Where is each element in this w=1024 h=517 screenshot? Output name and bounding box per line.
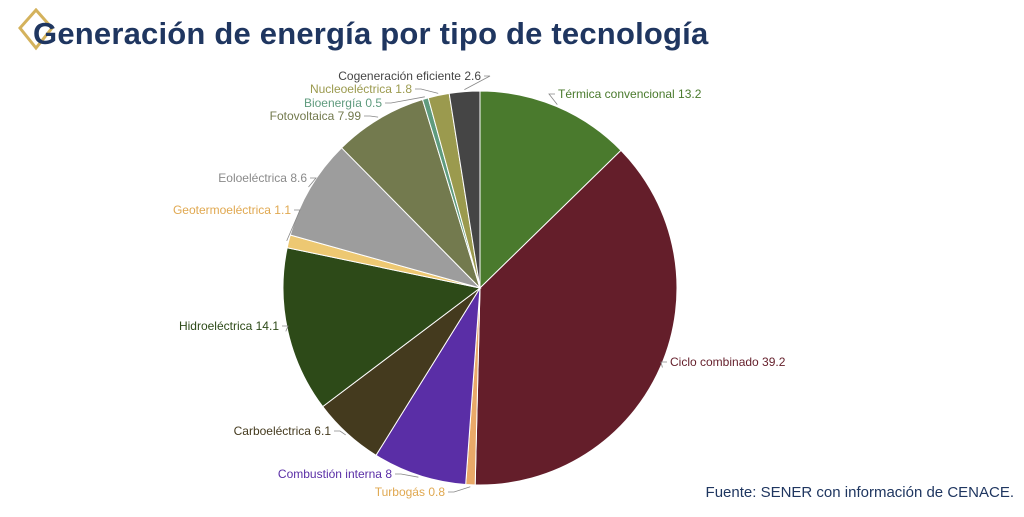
slice-label-nucleoelectrica: Nucleoeléctrica 1.8: [310, 82, 412, 96]
pie-slices: [282, 90, 678, 486]
slice-labels: Térmica convencional 13.2 Ciclo combinado…: [173, 69, 786, 499]
leader-line-termica-convencional: [548, 93, 558, 105]
slice-label-cogeneracion-eficiente: Cogeneración eficiente 2.6: [338, 69, 481, 83]
pie-slice-hidroelectrica: [282, 247, 482, 408]
diamond-logo-icon: [18, 8, 54, 51]
pie-slice-combustion-interna: [375, 287, 481, 486]
pie-slice-eoloelectrica: [289, 147, 482, 289]
leader-line-turbogas: [448, 486, 471, 493]
page-title: Generación de energía por tipo de tecnol…: [33, 16, 709, 51]
slice-label-carboelectrica: Carboeléctrica 6.1: [234, 424, 332, 438]
pie-slice-ciclo-combinado: [474, 149, 678, 486]
pie-slice-termica-convencional: [479, 90, 622, 290]
leader-line-bioenergia: [385, 96, 425, 104]
pie-slice-cogeneracion-eficiente: [448, 90, 481, 289]
slice-label-hidroelectrica: Hidroeléctrica 14.1: [179, 319, 279, 333]
slice-label-geotermoelectrica: Geotermoeléctrica 1.1: [173, 203, 291, 217]
leader-line-eoloelectrica: [308, 177, 317, 188]
slice-label-bioenergia: Bioenergía 0.5: [304, 96, 382, 110]
leader-line-carboelectrica: [334, 430, 346, 436]
pie-slice-fotovoltaica: [340, 98, 481, 289]
leader-line-cogeneracion-eficiente: [464, 75, 491, 90]
leader-lines: [282, 75, 667, 493]
leader-line-ciclo-combinado: [660, 361, 667, 368]
source-note: Fuente: SENER con información de CENACE.: [705, 484, 1014, 501]
slice-label-termica-convencional: Térmica convencional 13.2: [558, 87, 702, 101]
leader-line-hidroelectrica: [282, 325, 289, 332]
slice-label-combustion-interna: Combustión interna 8: [278, 467, 392, 481]
slice-label-ciclo-combinado: Ciclo combinado 39.2: [670, 355, 786, 369]
title-bar: Generación de energía por tipo de tecnol…: [16, 8, 736, 56]
slice-label-fotovoltaica: Fotovoltaica 7.99: [270, 109, 362, 123]
slice-label-turbogas: Turbogás 0.8: [375, 485, 446, 499]
leader-line-fotovoltaica: [364, 115, 379, 118]
leader-line-geotermoelectrica: [286, 209, 301, 242]
leader-line-combustion-interna: [395, 473, 419, 478]
slice-label-eoloelectrica: Eoloeléctrica 8.6: [218, 171, 307, 185]
leader-line-nucleoelectrica: [415, 88, 439, 94]
